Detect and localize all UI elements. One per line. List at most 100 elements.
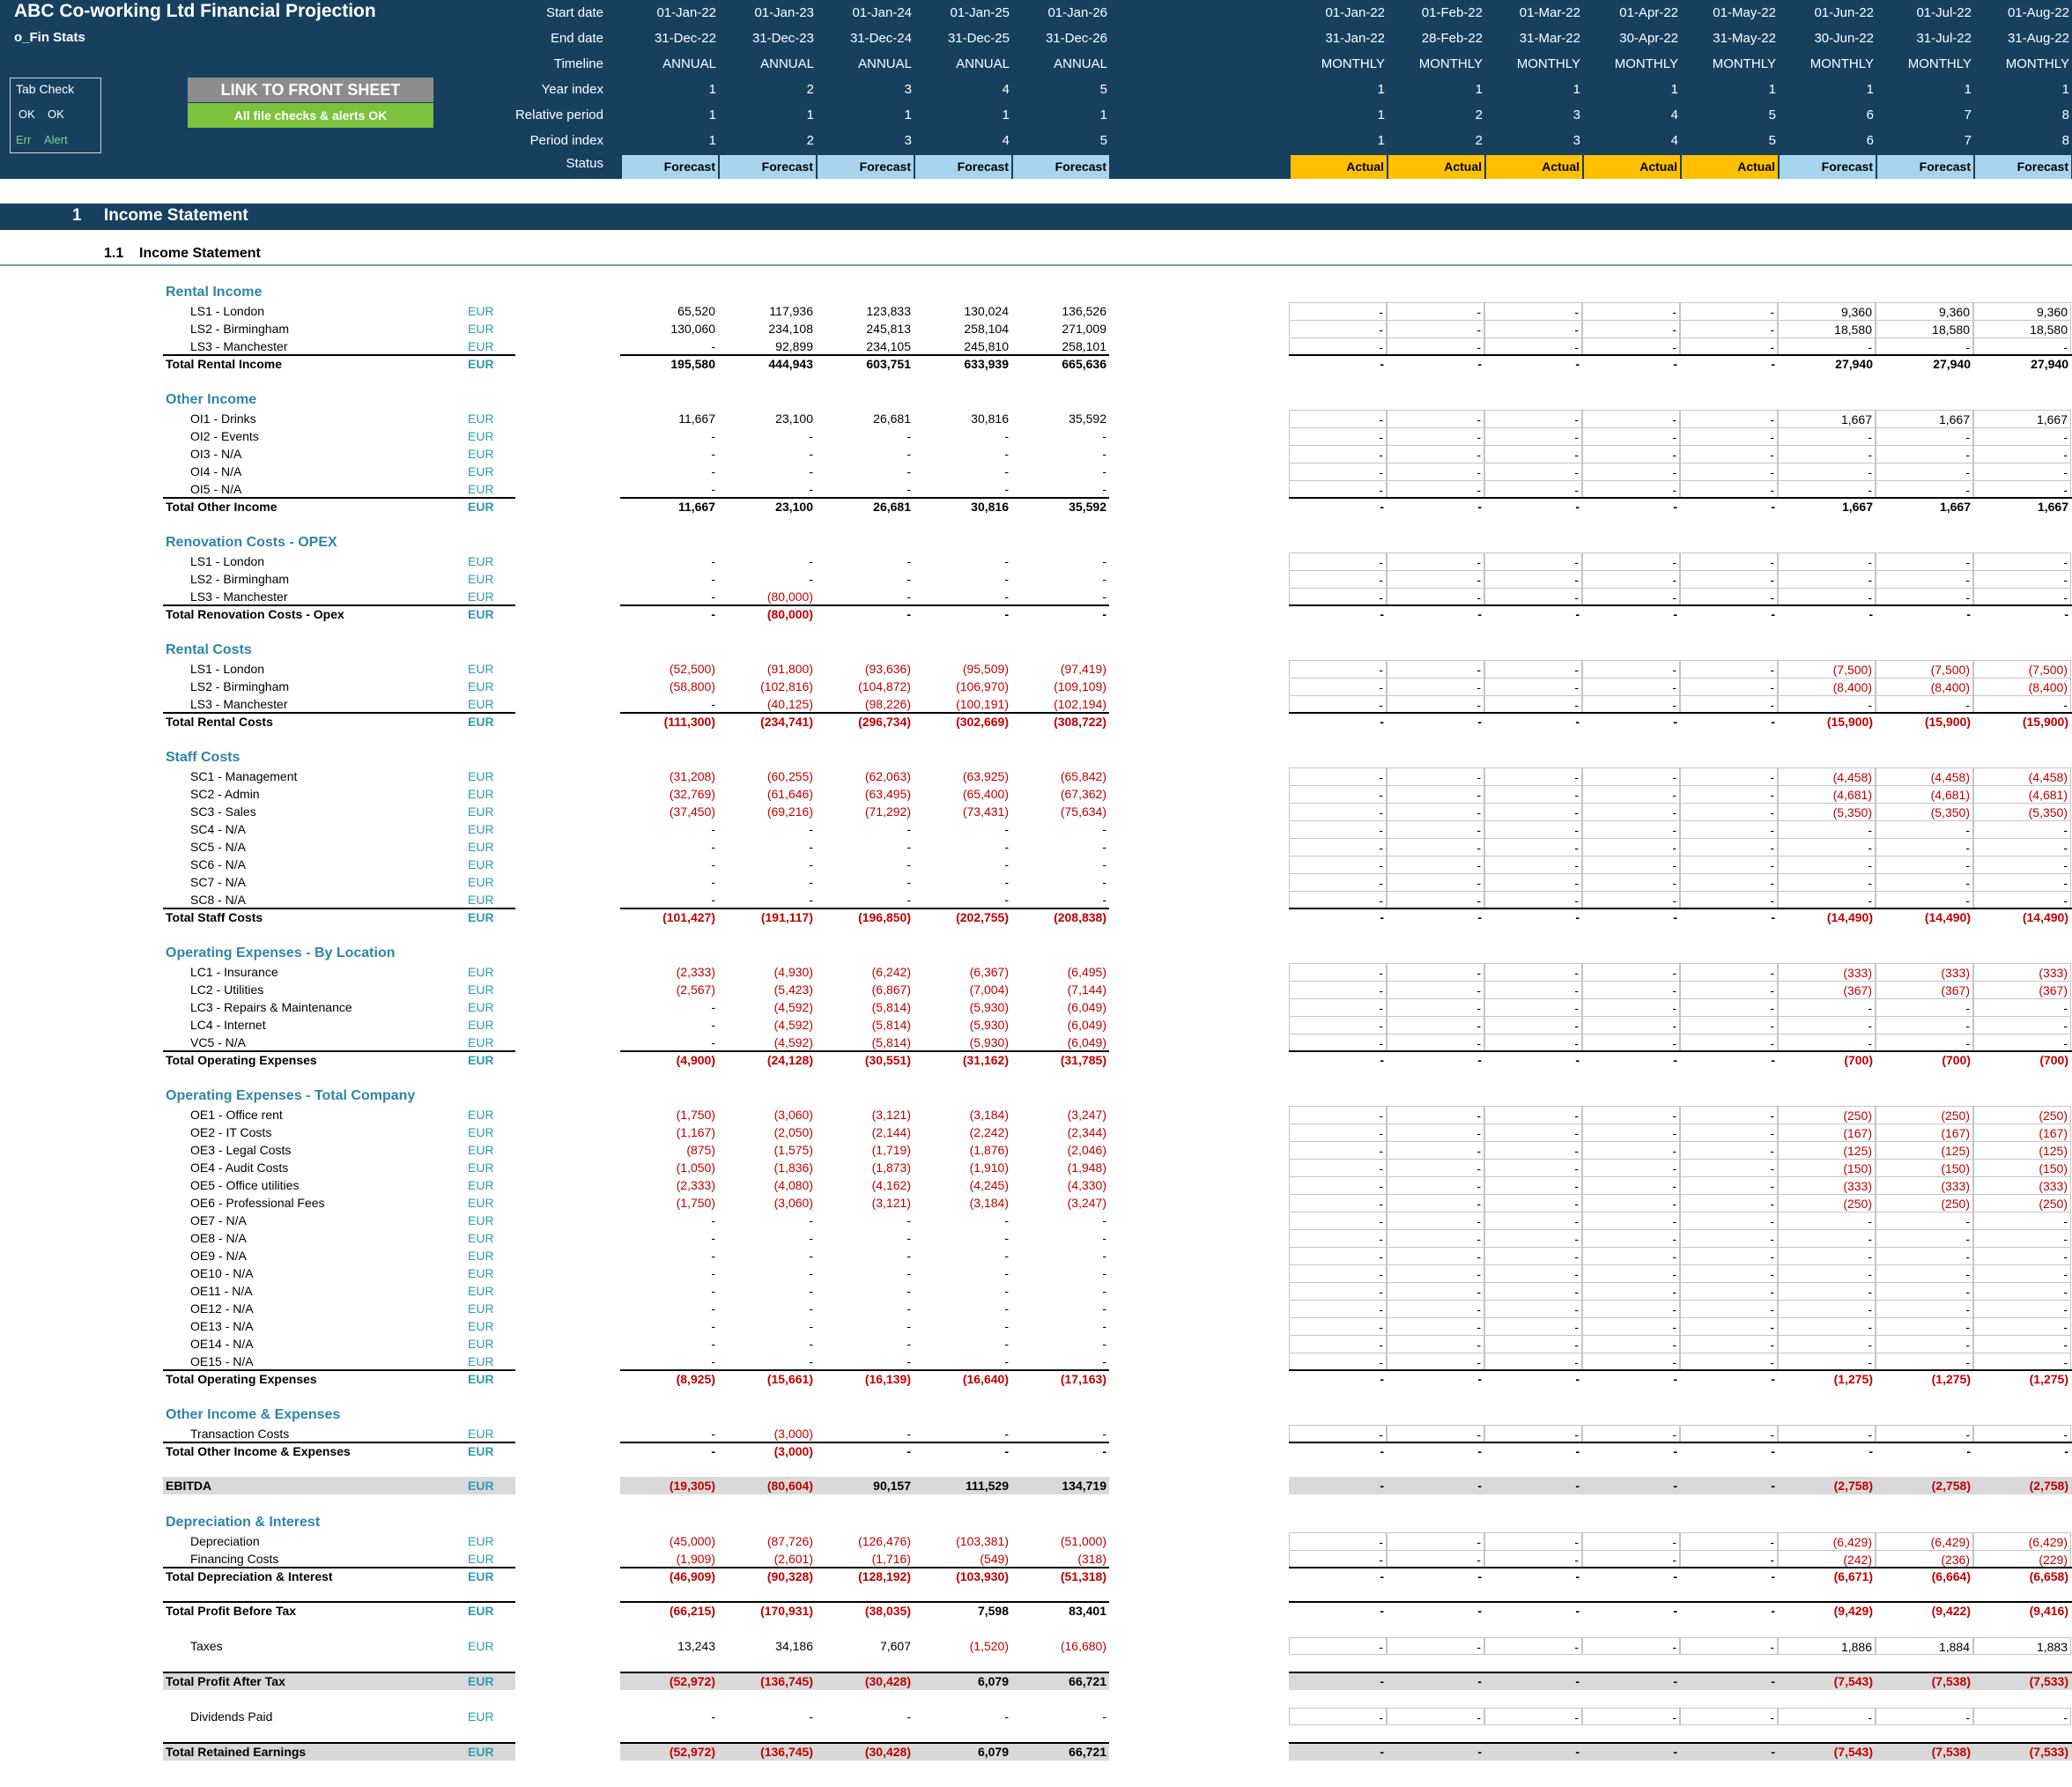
monthly-value: - xyxy=(1582,1353,1680,1370)
table-row: OE13 - N/A EUR - - - - - - - - - - - - - xyxy=(0,1317,2072,1335)
annual-value: - xyxy=(1102,1427,1106,1441)
monthly-value: - xyxy=(1582,552,1680,570)
annual-value: (45,000) xyxy=(669,1534,715,1548)
monthly-value: - xyxy=(1973,570,2071,588)
annual-value: (3,184) xyxy=(969,1196,1009,1210)
monthly-value: - xyxy=(1973,1335,2071,1353)
row-shade xyxy=(620,1743,1109,1761)
hdr-month-relative: 2 xyxy=(1475,108,1483,122)
monthly-value: - xyxy=(1582,1229,1680,1247)
monthly-value: - xyxy=(1484,445,1582,463)
annual-value: (6,049) xyxy=(1067,1018,1106,1032)
total-rule xyxy=(163,712,515,714)
hdr-month-relative: 5 xyxy=(1768,108,1776,122)
monthly-value: - xyxy=(1973,463,2071,480)
monthly-value: - xyxy=(1582,873,1680,891)
monthly-value: - xyxy=(1582,1282,1680,1300)
monthly-value: - xyxy=(1575,1745,1580,1759)
monthly-value: - xyxy=(1778,873,1876,891)
total-rule xyxy=(1289,604,2072,606)
hdr-annual-relative: 1 xyxy=(1099,108,1107,122)
annual-value: (3,184) xyxy=(969,1108,1009,1122)
annual-value: (6,367) xyxy=(969,965,1009,979)
annual-value: - xyxy=(809,447,813,461)
row-unit: EUR xyxy=(468,1639,494,1653)
monthly-value: - xyxy=(1973,1353,2071,1370)
table-row: Transaction Costs EUR - (3,000) - - - - - - - - - - - xyxy=(0,1425,2072,1442)
annual-value: (30,428) xyxy=(864,1674,911,1688)
monthly-value: - xyxy=(1778,570,1876,588)
link-to-front-sheet-button[interactable]: LINK TO FRONT SHEET xyxy=(188,78,433,102)
annual-value: (126,476) xyxy=(858,1534,911,1548)
monthly-value: (15,900) xyxy=(2022,715,2068,729)
monthly-value: - xyxy=(1484,1353,1582,1370)
monthly-value: - xyxy=(1778,1034,1876,1051)
monthly-value: - xyxy=(1484,1212,1582,1229)
total-rule xyxy=(1289,1672,2072,1673)
annual-value: (19,305) xyxy=(669,1479,715,1493)
monthly-value: - xyxy=(1778,820,1876,838)
row-unit: EUR xyxy=(468,429,494,443)
monthly-value: - xyxy=(1387,570,1484,588)
total-rule xyxy=(620,1672,1109,1673)
monthly-value: - xyxy=(1876,588,1973,605)
monthly-value: (1,275) xyxy=(2029,1372,2068,1386)
annual-value: - xyxy=(1004,1354,1009,1368)
annual-value: (4,080) xyxy=(773,1178,813,1192)
row-unit: EUR xyxy=(468,982,494,997)
annual-value: - xyxy=(1102,822,1106,836)
row-shade xyxy=(620,1477,1109,1494)
monthly-value: - xyxy=(1771,607,1775,621)
monthly-value: - xyxy=(1582,337,1680,355)
monthly-value: (125) xyxy=(1973,1141,2071,1159)
monthly-value: - xyxy=(1680,410,1778,427)
annual-value: - xyxy=(711,1319,715,1333)
monthly-value: - xyxy=(1582,767,1680,785)
row-label: OE3 - Legal Costs xyxy=(190,1143,292,1157)
monthly-value: - xyxy=(1484,963,1582,981)
row-label: OE11 - N/A xyxy=(190,1284,253,1298)
total-rule xyxy=(163,497,515,499)
annual-value: - xyxy=(711,1284,715,1298)
annual-value: (80,000) xyxy=(766,607,813,621)
monthly-value: - xyxy=(1582,1141,1680,1159)
row-unit: EUR xyxy=(468,787,494,801)
monthly-value: (229) xyxy=(1973,1550,2071,1568)
monthly-value: - xyxy=(1387,1016,1484,1034)
monthly-value: - xyxy=(2064,607,2068,621)
annual-value: (4,930) xyxy=(773,965,813,979)
hdr-month-period: 2 xyxy=(1475,133,1483,148)
monthly-value: - xyxy=(1477,1444,1482,1458)
monthly-value: - xyxy=(1582,838,1680,856)
annual-value: (101,427) xyxy=(662,910,715,924)
annual-value: (60,255) xyxy=(766,769,813,783)
annual-value: - xyxy=(809,1249,813,1263)
total-rule xyxy=(163,908,515,909)
annual-value: (3,060) xyxy=(773,1108,813,1122)
row-unit: EUR xyxy=(468,965,494,979)
hdr-month-period: 4 xyxy=(1670,133,1678,148)
monthly-value: - xyxy=(1289,1637,1387,1655)
annual-value: (1,050) xyxy=(676,1160,715,1175)
row-label: LS3 - Manchester xyxy=(190,589,288,604)
row-unit: EUR xyxy=(468,589,494,604)
row-label: LS1 - London xyxy=(190,304,265,318)
annual-value: (61,646) xyxy=(766,787,813,801)
monthly-value: - xyxy=(1876,463,1973,480)
table-row: LS1 - London EUR 65,520 117,936 123,833 130,0… xyxy=(0,302,2072,320)
annual-value: - xyxy=(1004,840,1009,854)
subsection-number: 1.1 xyxy=(104,246,124,261)
annual-value: (103,381) xyxy=(956,1534,1009,1548)
monthly-value: - xyxy=(1289,1317,1387,1335)
monthly-value: - xyxy=(1778,427,1876,445)
monthly-value: 1,667 xyxy=(1841,500,1873,514)
annual-value: - xyxy=(809,1284,813,1298)
monthly-value: - xyxy=(1289,678,1387,695)
table-row: OI3 - N/A EUR - - - - - - - - - - - - - xyxy=(0,445,2072,463)
annual-value: - xyxy=(711,1444,715,1458)
annual-value: (7,144) xyxy=(1067,982,1106,997)
total-rule xyxy=(1289,1050,2072,1052)
monthly-value: - xyxy=(1680,998,1778,1016)
row-label: SC3 - Sales xyxy=(190,805,256,819)
row-label: Total Operating Expenses xyxy=(166,1372,317,1386)
